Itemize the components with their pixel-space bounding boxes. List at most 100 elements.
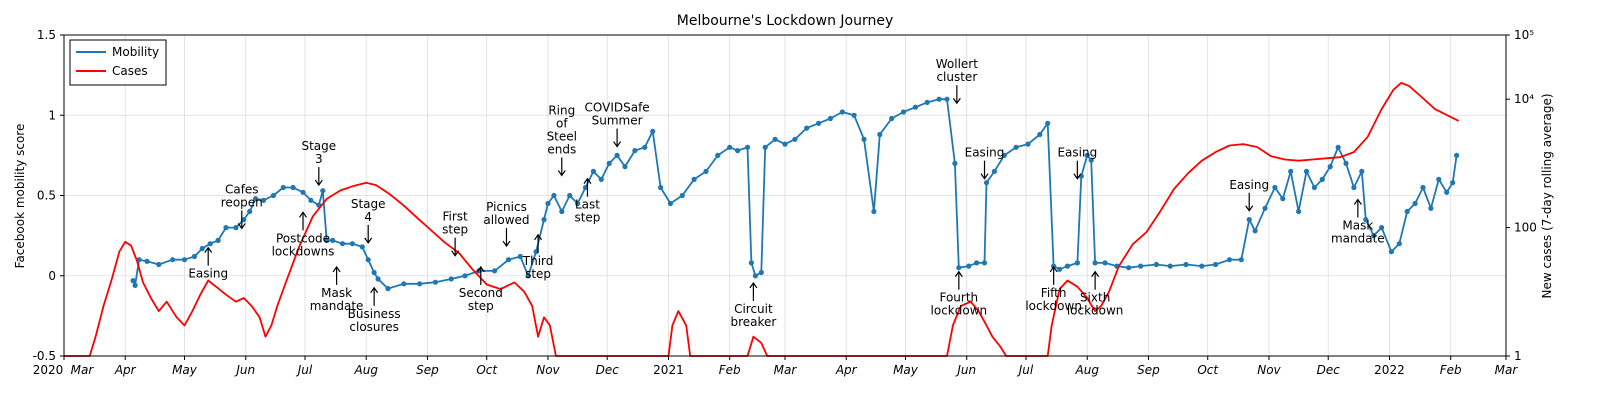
mobility-point <box>492 268 498 274</box>
x-tick-label: Nov <box>536 363 560 377</box>
mobility-point <box>632 148 638 154</box>
annotation-label: closures <box>349 320 398 334</box>
legend-box <box>69 39 167 86</box>
annotation-label: lockdown <box>1067 304 1124 318</box>
mobility-point <box>1351 184 1357 191</box>
y-tick-label-right: 10⁴ <box>1514 92 1534 106</box>
mobility-point <box>991 168 998 174</box>
mobility-point <box>551 192 557 199</box>
x-tick-label: Oct <box>1197 363 1219 377</box>
mobility-point <box>181 257 188 263</box>
annotation-arrowhead <box>364 237 373 244</box>
chart-title: Melbourne's Lockdown Journey <box>677 13 894 29</box>
annotation-label: Third <box>522 254 554 268</box>
annotation-arrowhead <box>952 97 961 105</box>
annotation-arrowhead <box>534 233 543 241</box>
mobility-point <box>1057 266 1063 272</box>
mobility-point <box>567 192 573 199</box>
mobility-point <box>448 276 454 282</box>
mobility-point <box>1001 152 1007 158</box>
mobility-point <box>1092 260 1098 266</box>
y-tick-label-right: 1 <box>1514 349 1522 363</box>
annotation-arrowhead <box>332 265 341 273</box>
annotation-label: Picnics <box>486 200 527 214</box>
mobility-point <box>912 104 919 110</box>
mobility-point <box>1303 168 1310 174</box>
y-tick-label-right: 100 <box>1514 221 1537 235</box>
mobility-point <box>575 200 581 207</box>
mobility-point <box>1126 265 1132 271</box>
x-tick-label: Jun <box>955 363 976 377</box>
series-line-mobility <box>132 98 1458 290</box>
mobility-point <box>1288 168 1294 174</box>
y-tick-label: -0.5 <box>33 349 56 363</box>
x-tick-label: Jul <box>296 363 313 377</box>
mobility-point <box>1013 144 1019 150</box>
x-tick-label: Aug <box>1075 363 1100 377</box>
mobility-point <box>650 128 656 134</box>
mobility-point <box>1088 157 1094 163</box>
mobility-point <box>744 144 751 150</box>
x-tick-label: Jul <box>1017 363 1034 377</box>
annotation-arrowhead <box>314 179 323 187</box>
mobility-point <box>1064 263 1071 269</box>
annotation-arrowhead <box>583 177 592 184</box>
mobility-point <box>1280 196 1286 202</box>
x-tick-label: Feb <box>1440 363 1462 377</box>
mobility-point <box>1037 131 1043 138</box>
mobility-point <box>1454 152 1460 158</box>
annotation: Easing <box>188 246 228 281</box>
annotation-arrowhead <box>476 265 485 273</box>
x-tick-label: Dec <box>1317 363 1341 377</box>
annotation-label: Last <box>575 198 600 212</box>
mobility-point <box>241 217 247 223</box>
mobility-point <box>339 241 346 247</box>
x-tick-label: Dec <box>596 363 620 377</box>
annotation-label: 3 <box>315 152 323 166</box>
mobility-point <box>1226 257 1233 263</box>
mobility-point <box>533 249 539 255</box>
annotation-arrowhead <box>370 286 379 294</box>
mobility-point <box>517 253 523 260</box>
mobility-point <box>590 168 597 174</box>
annotation-label: of <box>556 116 568 130</box>
series-line-cases <box>64 81 1460 357</box>
mobility-point <box>691 176 697 182</box>
y-tick-label: 0.5 <box>37 189 56 203</box>
mobility-point <box>703 168 709 174</box>
mobility-point <box>924 99 930 105</box>
mobility-point <box>1238 257 1244 263</box>
mobility-point <box>359 244 365 250</box>
mobility-point <box>385 286 391 292</box>
mobility-point <box>324 237 330 243</box>
mobility-point <box>1311 184 1317 191</box>
mobility-point <box>936 96 942 102</box>
x-tick-label: Apr <box>835 363 858 377</box>
mobility-point <box>642 144 648 150</box>
legend-label-mobility: Mobility <box>112 45 159 59</box>
mobility-point <box>1272 184 1278 191</box>
x-tick-label: May <box>172 363 198 377</box>
x-tick-label: Nov <box>1257 363 1281 377</box>
mobility-point <box>606 160 612 166</box>
annotation-arrowhead <box>204 246 213 253</box>
mobility-point <box>1428 205 1434 211</box>
mobility-point <box>144 258 150 264</box>
mobility-point <box>199 245 205 252</box>
x-tick-label: Jun <box>234 363 255 377</box>
annotation-label: breaker <box>730 315 776 329</box>
annotation-arrowhead <box>299 211 308 218</box>
mobility-point <box>758 269 764 276</box>
annotation-label: Steel <box>547 129 577 143</box>
x-tick-label: Aug <box>354 363 379 377</box>
annotation-label: lockdown <box>931 304 988 318</box>
mobility-point <box>983 180 990 186</box>
mobility-point <box>816 120 822 126</box>
annotation-label: step <box>442 223 468 237</box>
mobility-point <box>371 269 377 276</box>
